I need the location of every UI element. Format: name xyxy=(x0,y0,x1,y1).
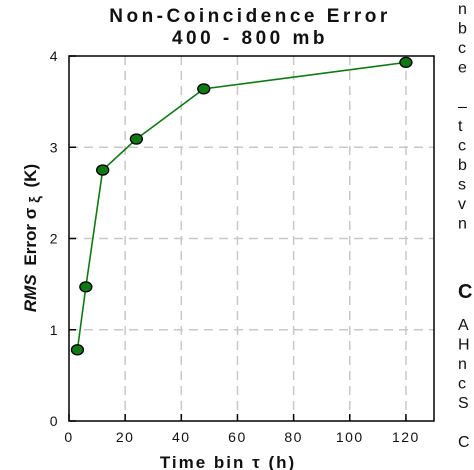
x-tick-label: 120 xyxy=(392,429,420,445)
side-text-line: b xyxy=(458,21,467,38)
y-axis-label-unit: (K) xyxy=(21,164,40,188)
side-text-line: S xyxy=(458,395,469,412)
side-text-line: n xyxy=(458,356,467,373)
x-tick-label: 40 xyxy=(172,429,191,445)
chart-subtitle: 400 - 800 mb xyxy=(172,28,328,49)
side-text-line: v xyxy=(458,196,466,213)
y-axis-label: RMS Error σ ξ (K) xyxy=(21,164,44,312)
x-tick-label: 80 xyxy=(284,429,303,445)
side-text-line: b xyxy=(458,157,467,174)
side-text-line: c xyxy=(458,376,466,393)
x-tick-label: 60 xyxy=(228,429,247,445)
x-tick-label: 20 xyxy=(116,429,135,445)
axis-ticks xyxy=(68,55,407,422)
y-tick-label: 2 xyxy=(50,231,59,247)
side-text-line: – xyxy=(458,99,467,116)
side-text-line: C xyxy=(458,434,470,451)
data-series xyxy=(70,56,413,356)
side-text-line: t xyxy=(458,118,463,135)
y-axis-label-italic: RMS xyxy=(21,274,40,312)
y-tick-label: 4 xyxy=(50,48,59,64)
data-point xyxy=(70,344,85,356)
y-tick-label: 1 xyxy=(50,322,59,338)
y-axis-label-sub: ξ xyxy=(27,196,44,203)
x-axis-label: Time bin τ (h) xyxy=(160,453,296,470)
side-text-line: n xyxy=(458,216,467,233)
chart-title-group: Non-Coincidence Error 400 - 800 mb xyxy=(109,6,390,49)
data-point xyxy=(399,56,413,69)
y-axis-label-main: Error σ xyxy=(21,207,40,265)
series-line xyxy=(76,61,407,350)
side-text-line: n xyxy=(458,1,467,18)
data-point xyxy=(129,133,144,145)
data-point xyxy=(79,281,93,293)
y-tick-label: 3 xyxy=(50,139,59,155)
y-tick-label: 0 xyxy=(50,413,59,429)
chart-title: Non-Coincidence Error xyxy=(109,6,390,27)
side-text-heading: C xyxy=(458,281,472,303)
x-tick-labels: 0 20 40 60 80 100 120 xyxy=(64,429,420,445)
side-text-line: H xyxy=(458,337,470,354)
y-tick-labels: 0 1 2 3 4 xyxy=(50,48,59,429)
side-text-line: A xyxy=(458,317,469,334)
side-text-line: e xyxy=(458,60,467,77)
side-text-line: s xyxy=(458,177,466,194)
side-text-line: c xyxy=(458,40,466,57)
side-text-line: c xyxy=(458,138,466,155)
data-point xyxy=(96,164,110,176)
grid xyxy=(69,56,434,421)
x-tick-label: 100 xyxy=(336,429,364,445)
data-point xyxy=(197,83,211,95)
x-tick-label: 0 xyxy=(64,429,73,445)
